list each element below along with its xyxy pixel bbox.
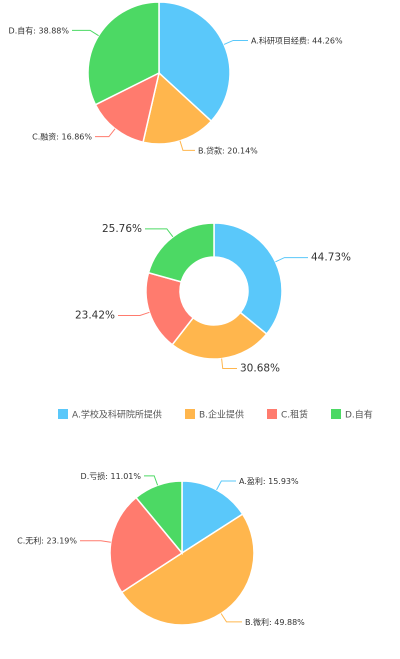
legend-swatch-segment-b bbox=[185, 409, 195, 419]
pie-slice-segment-a bbox=[181, 480, 244, 555]
data-label-segment-d: D.自有: 38.88% bbox=[9, 25, 70, 35]
leader-line-segment-a bbox=[223, 39, 248, 45]
legend-label-segment-a: A.学校及科研院所提供 bbox=[72, 409, 162, 421]
legend-swatch-segment-c bbox=[267, 409, 277, 419]
legend-swatch-segment-a bbox=[58, 409, 68, 419]
leader-line-segment-a bbox=[216, 480, 236, 491]
legend-swatch-segment-d bbox=[331, 409, 341, 419]
pie-slice-segment-b bbox=[120, 513, 255, 626]
data-label-segment-a: 44.73% bbox=[311, 252, 351, 264]
data-label-segment-a: A.盈利: 15.93% bbox=[239, 476, 299, 486]
leader-line-segment-b bbox=[220, 613, 242, 623]
pie-slice-segment-c bbox=[94, 71, 161, 144]
leader-line-segment-b bbox=[179, 140, 195, 151]
pie-slice-segment-a bbox=[213, 222, 283, 336]
data-label-segment-b: 30.68% bbox=[240, 363, 280, 375]
legend-label-segment-b: B.企业提供 bbox=[199, 409, 244, 421]
data-label-segment-c: C.融资: 16.86% bbox=[32, 132, 92, 142]
data-label-segment-d: D.亏损: 11.01% bbox=[81, 471, 142, 481]
leader-line-segment-d bbox=[72, 29, 99, 37]
pie-slice-segment-b bbox=[142, 71, 213, 145]
leader-line-segment-c bbox=[95, 128, 116, 138]
data-label-segment-b: B.贷款: 20.14% bbox=[198, 145, 258, 155]
leader-line-segment-a bbox=[275, 257, 308, 263]
donut-chart-venue-source: 44.73% 30.68% 23.42% 25.76% bbox=[75, 222, 351, 375]
pie-slice-segment-d bbox=[147, 222, 215, 283]
pie-slice-segment-b bbox=[171, 311, 268, 360]
data-label-segment-c: C.无利: 23.19% bbox=[17, 536, 77, 546]
leader-line-segment-d bbox=[144, 475, 159, 486]
legend-label-segment-c: C.租赁 bbox=[281, 409, 308, 421]
data-label-segment-a: A.科研项目经费: 44.26% bbox=[251, 35, 343, 45]
pie-slice-segment-c bbox=[109, 496, 184, 594]
leader-line-segment-c bbox=[80, 540, 111, 543]
legend-label-segment-d: D.自有 bbox=[345, 409, 373, 421]
pie-chart-profitability: A.盈利: 15.93% B.微利: 49.88% C.无利: 23.19% D.亏损… bbox=[17, 471, 305, 627]
leader-line-segment-c bbox=[118, 311, 150, 316]
data-label-segment-d: 25.76% bbox=[102, 223, 142, 235]
data-label-segment-b: B.微利: 49.88% bbox=[245, 617, 305, 627]
leader-line-segment-d bbox=[145, 228, 174, 238]
data-label-segment-c: 23.42% bbox=[75, 309, 115, 321]
pie-chart-funding-source: A.科研项目经费: 44.26% B.贷款: 20.14% C.融资: 16.86%… bbox=[9, 1, 343, 155]
legend-venue-source: A.学校及科研院所提供 B.企业提供 C.租赁 D.自有 bbox=[58, 409, 373, 421]
pie-slice-segment-d bbox=[87, 1, 160, 106]
leader-line-segment-b bbox=[221, 358, 237, 370]
